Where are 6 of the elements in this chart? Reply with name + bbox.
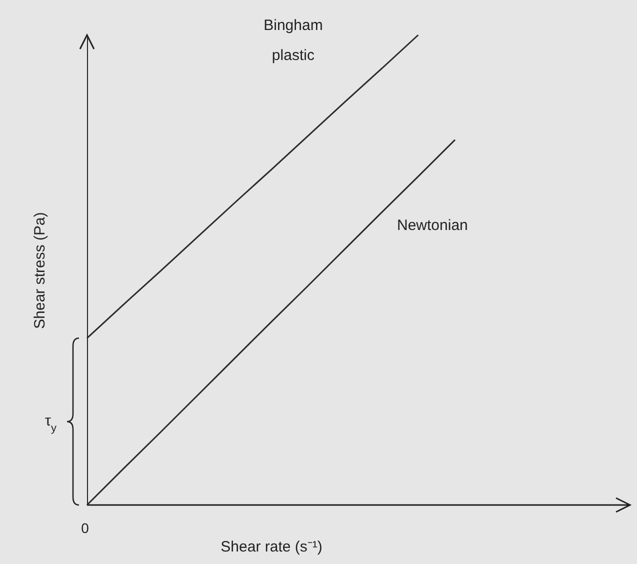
text: 0	[81, 520, 90, 536]
x-axis-title: Shear rate (s⁻¹)	[220, 538, 322, 556]
series-label: Newtonian	[397, 216, 468, 234]
text: τ$_{y}$	[45, 412, 57, 435]
y-axis-title: Shear stress (Pa)	[32, 212, 48, 329]
text: Bingham plastic	[264, 17, 323, 64]
